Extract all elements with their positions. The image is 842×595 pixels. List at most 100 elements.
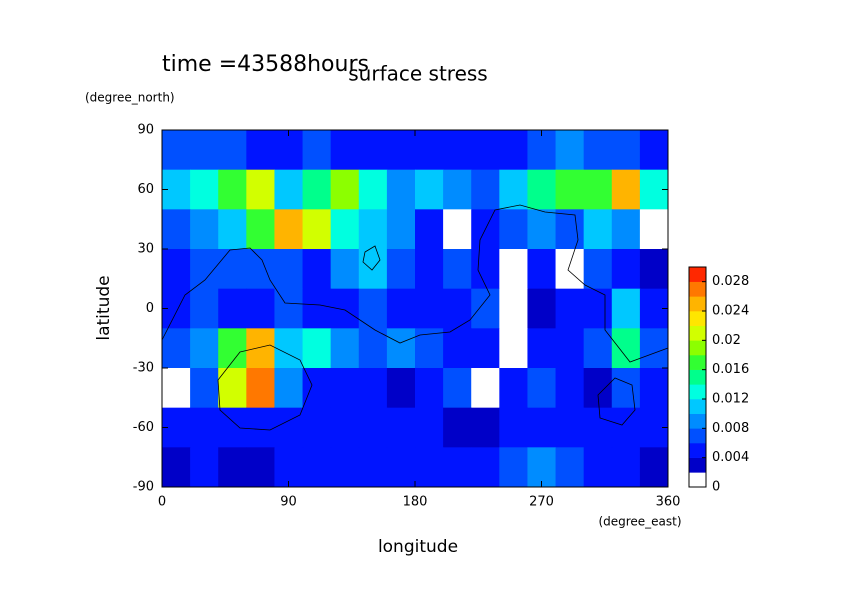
field-cell	[358, 130, 388, 171]
field-cell	[499, 288, 528, 329]
field-cell	[583, 288, 613, 329]
colorbar-tick-label: 0.016	[712, 362, 749, 377]
field-cell	[527, 169, 557, 210]
field-cell	[415, 447, 444, 488]
field-cell	[330, 407, 360, 448]
field-cell	[555, 328, 585, 369]
x-tick-label: 360	[656, 495, 681, 510]
field-cell	[190, 169, 219, 210]
colorbar-tick-label: 0.004	[712, 450, 749, 465]
field-cell	[415, 169, 444, 210]
field-cell	[218, 130, 247, 171]
chart-title: surface stress	[348, 62, 487, 86]
field-cell	[527, 447, 557, 488]
field-cell	[218, 288, 247, 329]
field-cell	[639, 130, 669, 171]
field-cell	[443, 169, 472, 210]
field-cell	[415, 209, 444, 250]
field-cell	[246, 130, 275, 171]
field-cell	[499, 249, 528, 290]
field-cell	[611, 130, 641, 171]
field-cell	[302, 209, 332, 250]
field-cell	[190, 407, 219, 448]
field-cell	[330, 368, 360, 409]
field-cell	[443, 447, 472, 488]
field-cell	[358, 288, 388, 329]
field-cell	[583, 209, 613, 250]
field-cell	[555, 249, 585, 290]
y-axis-label: latitude	[94, 275, 114, 340]
colorbar: 0 0.004 0.008 0.012 0.016 0.02 0.024 0.028	[688, 266, 749, 495]
field-cell	[246, 288, 275, 329]
field-cell	[162, 328, 191, 369]
field-cell	[302, 447, 332, 488]
field-cell	[302, 169, 332, 210]
field-cell	[358, 209, 388, 250]
field-cell	[386, 209, 416, 250]
field-cell	[499, 368, 528, 409]
field-cell	[527, 407, 557, 448]
field-cell	[386, 447, 416, 488]
field-cell	[555, 169, 585, 210]
field-cell	[415, 130, 444, 171]
field-cell	[583, 328, 613, 369]
colorbar-swatch	[689, 428, 706, 444]
field-cell	[555, 368, 585, 409]
field-cell	[218, 447, 247, 488]
field-cell	[527, 209, 557, 250]
field-cell	[190, 447, 219, 488]
field-cell	[527, 249, 557, 290]
field-cell	[443, 407, 472, 448]
field-cell	[190, 368, 219, 409]
y-tick-label: 90	[137, 123, 154, 138]
field-cell	[639, 209, 669, 250]
field-cell	[555, 288, 585, 329]
colorbar-tick-label: 0.028	[712, 274, 749, 289]
y-tick-label: -90	[133, 480, 154, 495]
field-cell	[499, 169, 528, 210]
field-cell	[274, 130, 304, 171]
field-cell	[302, 288, 332, 329]
colorbar-swatch	[689, 384, 706, 400]
field-cell	[330, 328, 360, 369]
field-cell	[246, 209, 275, 250]
field-cell	[274, 368, 304, 409]
field-cell	[471, 288, 500, 329]
field-cell	[443, 249, 472, 290]
colorbar-swatch	[689, 296, 706, 312]
colorbar-swatch	[689, 443, 706, 458]
field-cell	[639, 447, 669, 488]
field-cell	[527, 328, 557, 369]
field-cell	[499, 209, 528, 250]
field-cell	[162, 130, 191, 171]
colorbar-tick-label: 0.008	[712, 421, 749, 436]
field-cell	[611, 288, 641, 329]
field-cell	[274, 407, 304, 448]
field-cell	[555, 447, 585, 488]
field-cell	[302, 130, 332, 171]
colorbar-swatch	[689, 369, 706, 385]
field-cell	[386, 368, 416, 409]
field-cell	[415, 249, 444, 290]
colorbar-swatch	[689, 267, 706, 282]
x-tick-label: 180	[403, 495, 428, 510]
colorbar-tick-label: 0	[712, 480, 720, 495]
colorbar-swatch	[689, 399, 706, 414]
x-tick-label: 90	[280, 495, 297, 510]
colorbar-swatch	[689, 311, 706, 326]
subtitle: time =43588hours	[162, 52, 369, 77]
field-cell	[330, 249, 360, 290]
y-tick-label: -30	[133, 361, 154, 376]
field-cell	[443, 368, 472, 409]
field-cell	[274, 169, 304, 210]
field-cell	[443, 288, 472, 329]
coastline	[217, 344, 313, 431]
field-cell	[246, 328, 275, 369]
field-cell	[358, 169, 388, 210]
field-cell	[471, 407, 500, 448]
field-cell	[218, 328, 247, 369]
field-cell	[274, 249, 304, 290]
field-cell	[386, 169, 416, 210]
field-cell	[330, 447, 360, 488]
